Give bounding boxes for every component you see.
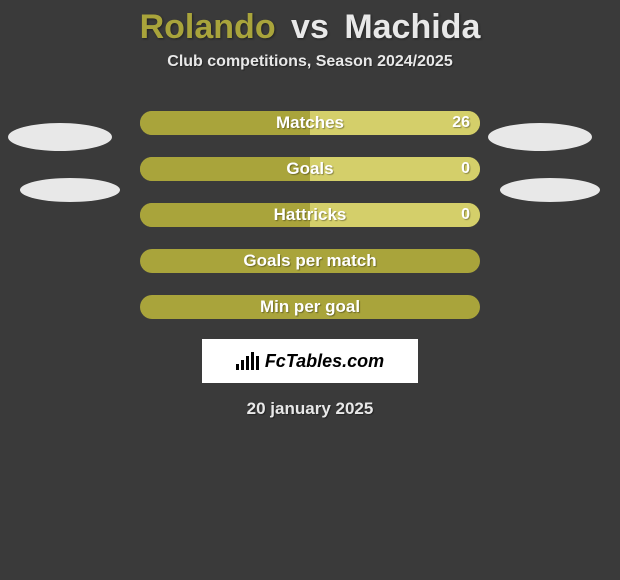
stat-value-right: 0 (461, 206, 470, 224)
date-label: 20 january 2025 (0, 399, 620, 419)
player-a-name: Rolando (140, 8, 276, 46)
stat-label: Matches (276, 113, 344, 133)
stat-row: Goals per match (0, 249, 620, 273)
logo: FcTables.com (236, 351, 384, 372)
logo-box: FcTables.com (202, 339, 418, 383)
stat-bar: Matches 26 (140, 111, 480, 135)
bar-right-segment (310, 157, 480, 181)
player-b-name: Machida (344, 8, 480, 46)
stat-bar: Hattricks 0 (140, 203, 480, 227)
stat-label: Goals (286, 159, 333, 179)
stat-bar: Goals 0 (140, 157, 480, 181)
stat-row: Goals 0 (0, 157, 620, 181)
stat-row: Min per goal (0, 295, 620, 319)
bar-left-segment (140, 157, 310, 181)
stat-value-right: 26 (452, 114, 470, 132)
stat-label: Min per goal (260, 297, 360, 317)
stat-label: Hattricks (274, 205, 347, 225)
decorative-ellipse (8, 123, 112, 151)
decorative-ellipse (500, 178, 600, 202)
subtitle: Club competitions, Season 2024/2025 (0, 53, 620, 71)
comparison-card: Rolando vs Machida Club competitions, Se… (0, 0, 620, 580)
stat-bar: Min per goal (140, 295, 480, 319)
stat-bar: Goals per match (140, 249, 480, 273)
stat-label: Goals per match (243, 251, 376, 271)
page-title: Rolando vs Machida (0, 0, 620, 47)
decorative-ellipse (20, 178, 120, 202)
decorative-ellipse (488, 123, 592, 151)
stat-row: Hattricks 0 (0, 203, 620, 227)
logo-text: FcTables.com (265, 351, 384, 372)
chart-icon (236, 352, 259, 370)
stat-value-right: 0 (461, 160, 470, 178)
vs-label: vs (291, 8, 329, 46)
